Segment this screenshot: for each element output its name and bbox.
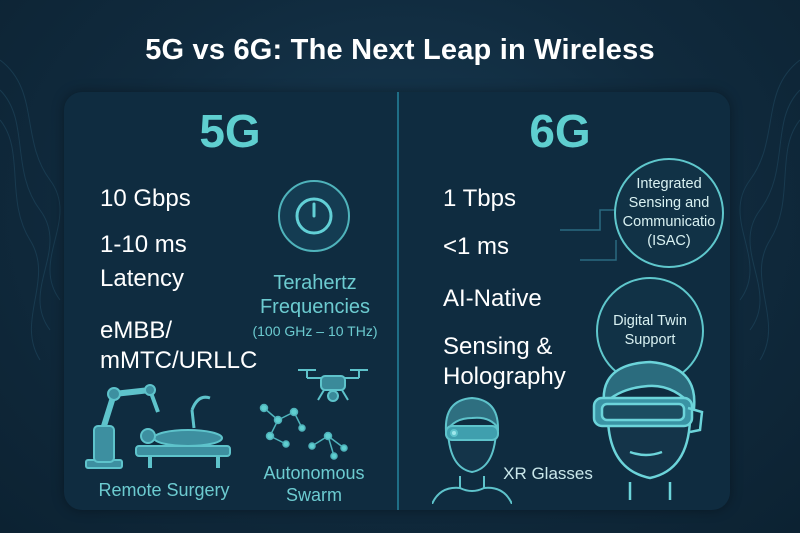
spec-6g-sensing-1: Sensing & [443, 333, 553, 360]
spec-5g-latency-label: Latency [100, 265, 185, 292]
vr-user-large-illustration [592, 360, 704, 500]
heading-5g: 5G [199, 105, 261, 157]
gauge-icon [278, 180, 350, 252]
twin-line-2: Support [624, 332, 676, 348]
isac-line-1: Integrated [636, 176, 702, 192]
center-divider [397, 92, 399, 510]
twin-line-1: Digital Twin [613, 313, 687, 329]
heading-6g: 6G [529, 105, 591, 157]
swarm-label-1: Autonomous [263, 463, 365, 483]
spec-6g-sensing-2: Holography [443, 363, 566, 390]
drone-icon [298, 369, 368, 402]
isac-line-4: (ISAC) [647, 233, 691, 249]
spec-5g-speed: 10 Gbps [100, 185, 191, 212]
digital-twin-circle: Digital Twin Support [596, 277, 704, 385]
robotic-surgery-illustration [85, 384, 231, 469]
xr-user-small-illustration [432, 396, 512, 504]
connector-lines [560, 209, 622, 261]
spec-6g-speed: 1 Tbps [443, 185, 516, 212]
spec-6g-latency: <1 ms [443, 233, 510, 260]
xr-glasses-label: XR Glasses [503, 464, 593, 483]
swarm-label-2: Swarm [285, 485, 342, 505]
spec-5g-usecases-2: mMTC/URLLC [100, 347, 258, 374]
spec-5g-usecases-1: eMBB/ [100, 317, 173, 344]
spec-6g-ai-native: AI-Native [443, 285, 542, 312]
spec-5g-latency: 1-10 ms [100, 231, 187, 258]
remote-surgery-label: Remote Surgery [98, 480, 230, 500]
terahertz-range: (100 GHz – 10 THz) [252, 323, 378, 339]
isac-circle: Integrated Sensing and Communicatio (ISA… [614, 158, 724, 268]
isac-line-2: Sensing and [628, 195, 710, 211]
page-title: 5G vs 6G: The Next Leap in Wireless [145, 34, 655, 66]
terahertz-label-2: Frequencies [259, 296, 371, 318]
terahertz-label-1: Terahertz [273, 272, 357, 294]
swarm-network-icon [259, 403, 348, 460]
isac-line-3: Communicatio [622, 214, 716, 230]
